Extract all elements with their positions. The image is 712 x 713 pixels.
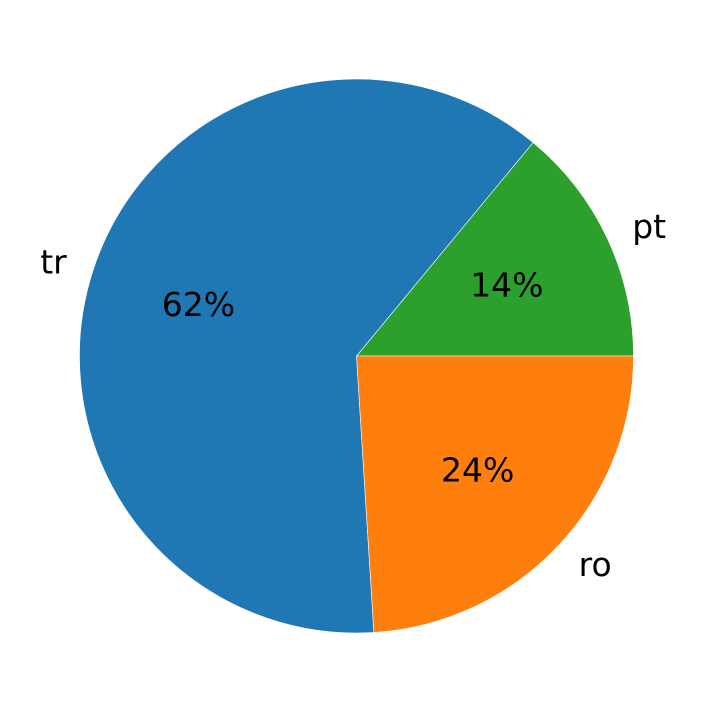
- percent-label-ro: 24%: [441, 450, 514, 489]
- category-label-ro: ro: [579, 545, 612, 584]
- percent-label-tr: 62%: [162, 285, 235, 324]
- pie-slice-pt: [355, 142, 634, 357]
- pie-labels: pt 14% tr 62% ro 24%: [40, 207, 666, 584]
- category-label-tr: tr: [40, 242, 67, 281]
- pie-wedges: [79, 78, 634, 634]
- percent-label-pt: 14%: [470, 266, 543, 305]
- category-label-pt: pt: [632, 207, 666, 246]
- pie-slice-tr: [79, 78, 534, 634]
- pie-slice-ro: [356, 355, 634, 633]
